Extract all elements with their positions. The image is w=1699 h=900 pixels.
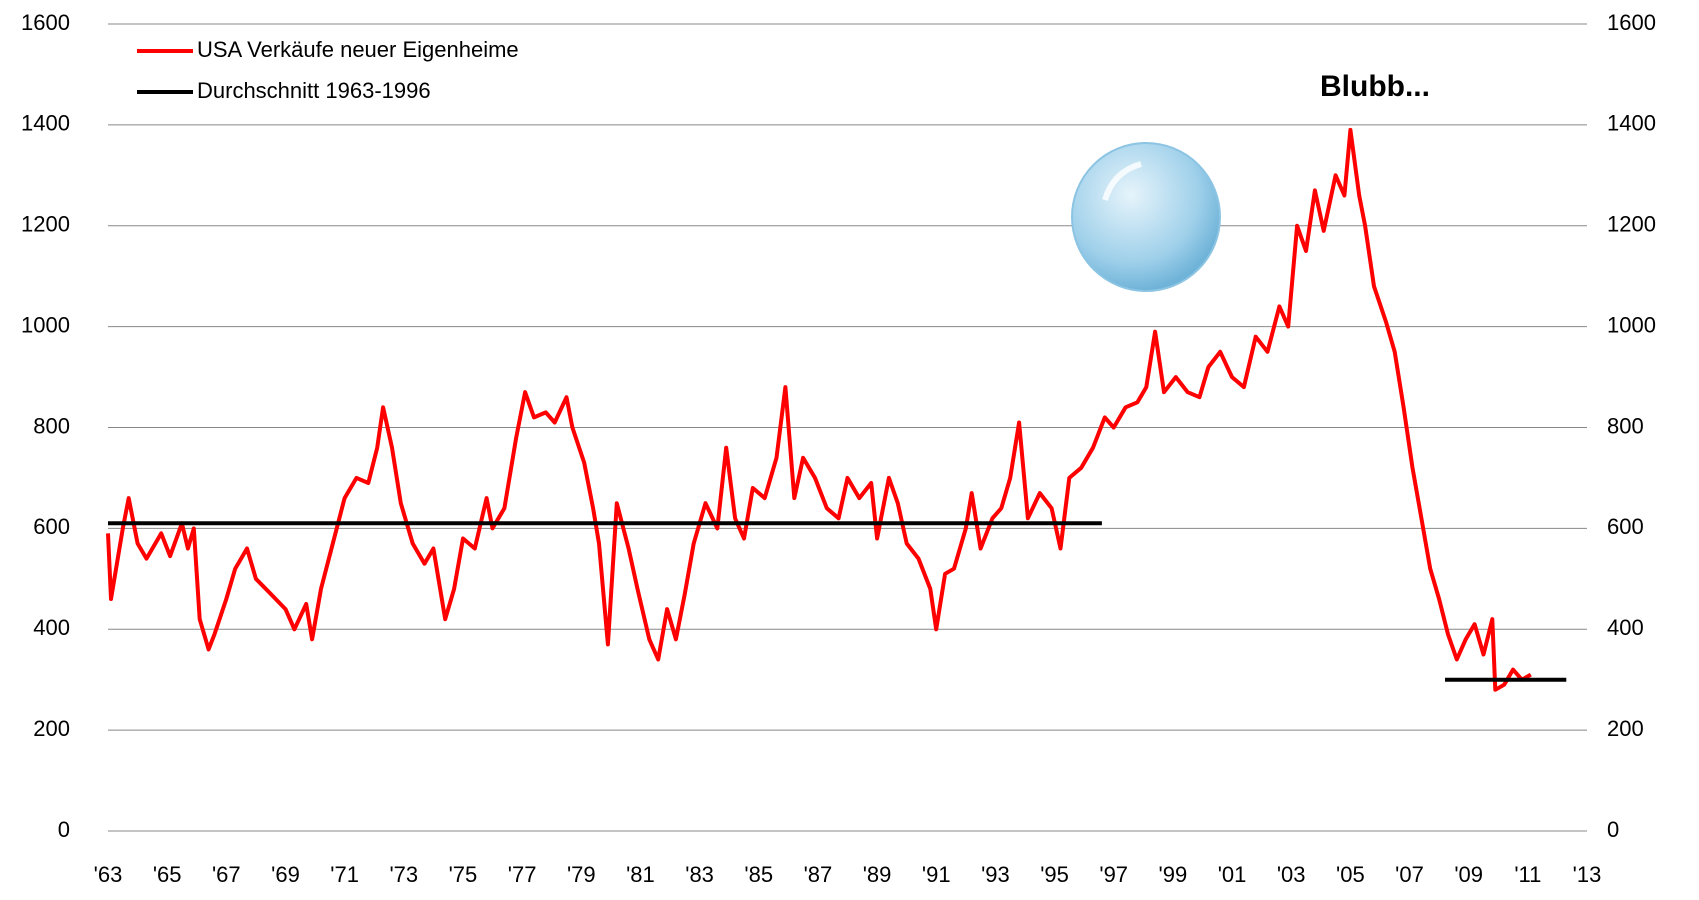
x-tick-label: '09 [1454, 862, 1483, 887]
annotation: Blubb... [1320, 70, 1430, 103]
bubble-highlight [1102, 161, 1142, 201]
y2-tick-label: 400 [1607, 615, 1644, 640]
y2-tick-label: 200 [1607, 716, 1644, 741]
legend-label: Durchschnitt 1963-1996 [197, 78, 431, 103]
x-tick-label: '87 [804, 862, 833, 887]
bubble-icon [1071, 142, 1221, 292]
x-tick-label: '93 [981, 862, 1010, 887]
x-tick-label: '63 [94, 862, 123, 887]
x-tick-label: '85 [744, 862, 773, 887]
y-tick-label: 1000 [21, 312, 70, 337]
legend-label: USA Verkäufe neuer Eigenheime [197, 37, 519, 62]
plot-area: 0 200 400 600 800 1000 1200 1400 1600 0 200 400 600 8… [21, 10, 1656, 887]
y2-tick-label: 600 [1607, 514, 1644, 539]
x-tick-label: '91 [922, 862, 951, 887]
y-tick-label: 400 [33, 615, 70, 640]
x-tick-label: '73 [389, 862, 418, 887]
y-tick-label: 200 [33, 716, 70, 741]
x-tick-label: '05 [1336, 862, 1365, 887]
y2-tick-label: 1600 [1607, 10, 1656, 35]
x-tick-label: '83 [685, 862, 714, 887]
x-tick-label: '01 [1218, 862, 1247, 887]
x-tick-label: '79 [567, 862, 596, 887]
x-tick-label: '67 [212, 862, 241, 887]
y2-tick-label: 1000 [1607, 312, 1656, 337]
y2-tick-label: 0 [1607, 817, 1619, 842]
y-tick-label: 1200 [21, 212, 70, 237]
x-tick-label: '03 [1277, 862, 1306, 887]
y2-tick-label: 1400 [1607, 111, 1656, 136]
x-tick-label: '07 [1395, 862, 1424, 887]
x-tick-label: '97 [1099, 862, 1128, 887]
series-line [106, 127, 1532, 692]
x-tick-label: '95 [1040, 862, 1069, 887]
x-tick-label: '65 [153, 862, 182, 887]
y-tick-label: 0 [58, 817, 70, 842]
y2-tick-label: 1200 [1607, 212, 1656, 237]
x-tick-label: '13 [1573, 862, 1602, 887]
y2-tick-label: 800 [1607, 413, 1644, 438]
x-tick-label: '81 [626, 862, 655, 887]
x-tick-label: '75 [449, 862, 478, 887]
y-tick-label: 1600 [21, 10, 70, 35]
y-tick-label: 800 [33, 413, 70, 438]
x-tick-label: '69 [271, 862, 300, 887]
x-tick-label: '71 [330, 862, 359, 887]
y-tick-label: 600 [33, 514, 70, 539]
x-tick-label: '99 [1159, 862, 1188, 887]
x-tick-label: '89 [863, 862, 892, 887]
x-tick-label: '11 [1514, 862, 1541, 887]
y-tick-label: 1400 [21, 111, 70, 136]
x-tick-label: '77 [508, 862, 537, 887]
